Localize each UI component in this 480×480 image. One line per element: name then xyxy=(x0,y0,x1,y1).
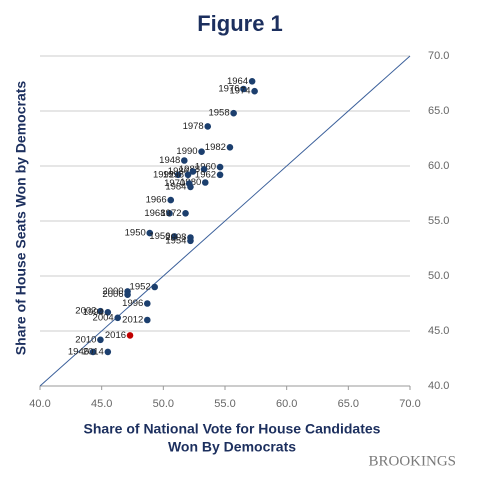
point-label: 1994 xyxy=(83,307,104,318)
y-tick-label: 40.0 xyxy=(428,380,449,392)
x-tick-label: 70.0 xyxy=(399,398,420,410)
point-label: 1998 xyxy=(163,169,184,180)
x-axis-label: Won By Democrats xyxy=(168,439,296,455)
point-label: 1978 xyxy=(183,121,204,132)
point-label: 1974 xyxy=(229,86,250,97)
point-label: 1950 xyxy=(125,228,146,239)
point-label: 2000 xyxy=(102,286,123,297)
point-label: 1952 xyxy=(130,282,151,293)
point-label: 1976 xyxy=(218,84,239,95)
point xyxy=(248,78,256,85)
point xyxy=(182,210,189,217)
point xyxy=(204,123,212,130)
y-tick-label: 70.0 xyxy=(428,50,449,62)
point-label: 1966 xyxy=(146,195,167,206)
point xyxy=(181,157,188,164)
point-label: 2002 xyxy=(75,306,96,317)
point xyxy=(189,168,197,175)
chart-title: Figure 1 xyxy=(197,11,283,36)
point xyxy=(184,171,192,179)
y-axis-label: Share of House Seats Won by Democrats xyxy=(13,81,29,356)
source-logo: BROOKINGS xyxy=(368,453,456,469)
point-label: 1964 xyxy=(227,76,248,87)
point xyxy=(166,210,173,217)
point-label: 2016 xyxy=(105,330,126,341)
point xyxy=(144,316,151,324)
diagonal-line xyxy=(39,55,411,387)
point-label: 1970 xyxy=(164,178,185,189)
point-label: 1946 xyxy=(68,346,89,357)
point xyxy=(216,171,224,179)
point-label: 2006 xyxy=(102,289,123,300)
point xyxy=(104,309,112,316)
point xyxy=(167,196,175,204)
point xyxy=(200,166,208,173)
point xyxy=(240,85,247,93)
point-label: 1982 xyxy=(205,142,226,153)
point xyxy=(124,291,131,299)
point xyxy=(151,283,158,291)
point-label: 1948 xyxy=(159,155,180,166)
point xyxy=(216,163,224,171)
x-axis-label: Share of National Vote for House Candida… xyxy=(84,421,381,437)
point xyxy=(171,233,178,240)
point-label: 1996 xyxy=(122,298,143,309)
x-tick-label: 60.0 xyxy=(276,398,297,410)
y-tick-label: 55.0 xyxy=(428,215,449,227)
point xyxy=(104,348,112,356)
point-label: 2014 xyxy=(83,346,104,357)
point xyxy=(174,171,182,179)
point-label: 1968 xyxy=(144,208,165,219)
point xyxy=(187,237,194,245)
point-label: 1972 xyxy=(160,208,181,219)
y-tick-label: 60.0 xyxy=(428,160,449,172)
point-label: 1992 xyxy=(153,169,174,180)
point-label: 2008 xyxy=(165,232,186,243)
x-tick-label: 50.0 xyxy=(153,398,174,410)
point-label: 2012 xyxy=(122,315,143,326)
point-label: 1962 xyxy=(195,169,216,180)
point xyxy=(226,144,234,151)
point xyxy=(114,314,121,322)
point xyxy=(187,183,194,191)
point xyxy=(146,229,154,237)
x-tick-label: 65.0 xyxy=(338,398,359,410)
x-tick-label: 45.0 xyxy=(91,398,112,410)
y-tick-label: 45.0 xyxy=(428,325,449,337)
x-tick-label: 55.0 xyxy=(214,398,235,410)
point xyxy=(201,179,209,186)
point-label: 2004 xyxy=(93,312,114,323)
point xyxy=(230,109,237,117)
point-label: 1990 xyxy=(176,146,197,157)
point xyxy=(198,148,205,155)
point-label: 1958 xyxy=(208,108,229,119)
y-tick-label: 50.0 xyxy=(428,270,449,282)
y-tick-label: 65.0 xyxy=(428,105,449,117)
point xyxy=(97,336,104,344)
point xyxy=(251,87,258,95)
point xyxy=(89,348,97,356)
x-tick-label: 40.0 xyxy=(29,398,50,410)
point xyxy=(144,300,151,307)
point-label: 1984 xyxy=(165,181,186,192)
point-label: 1956 xyxy=(149,231,170,242)
point-label: 2010 xyxy=(75,334,96,345)
point-label: 1988 xyxy=(179,164,200,175)
point xyxy=(97,307,104,315)
point-label: 1954 xyxy=(165,235,186,246)
point xyxy=(126,332,134,339)
